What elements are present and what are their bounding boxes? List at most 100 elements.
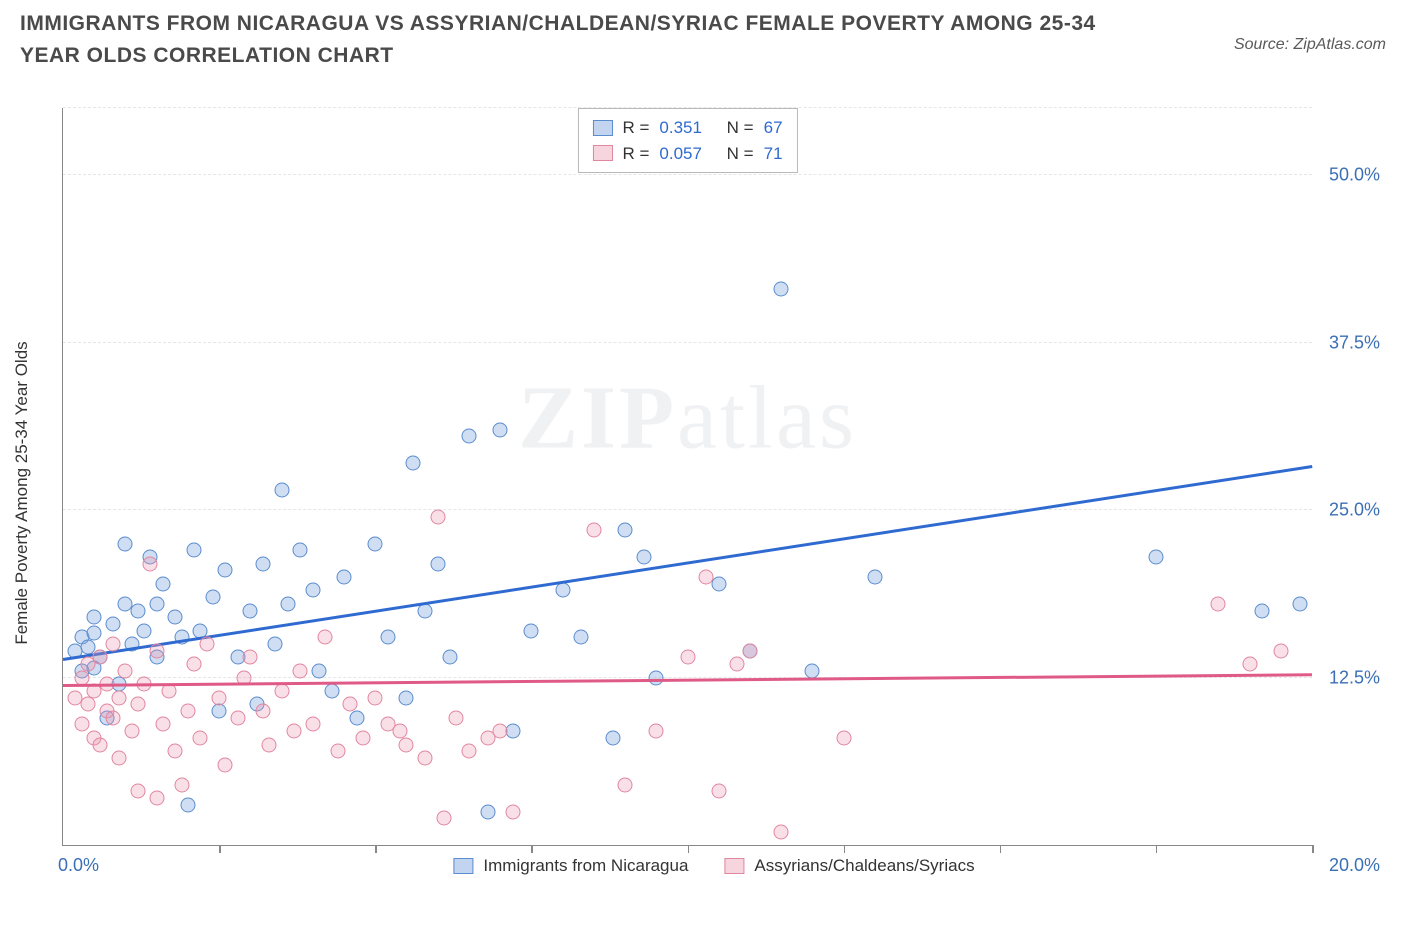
- data-point: [1292, 596, 1307, 611]
- data-point: [105, 616, 120, 631]
- data-point: [368, 690, 383, 705]
- data-point: [187, 543, 202, 558]
- stats-legend: R = 0.351 N = 67 R = 0.057 N = 71: [577, 108, 797, 173]
- data-point: [305, 583, 320, 598]
- data-point: [180, 797, 195, 812]
- x-tick: [219, 845, 221, 853]
- data-point: [330, 744, 345, 759]
- data-point: [280, 596, 295, 611]
- data-point: [1273, 643, 1288, 658]
- data-point: [368, 536, 383, 551]
- legend-item: Assyrians/Chaldeans/Syriacs: [724, 856, 974, 876]
- chart-container: Female Poverty Among 25-34 Year Olds ZIP…: [44, 108, 1384, 878]
- data-point: [680, 650, 695, 665]
- data-point: [636, 549, 651, 564]
- r-label: R =: [622, 115, 649, 141]
- data-point: [524, 623, 539, 638]
- chart-title: IMMIGRANTS FROM NICARAGUA VS ASSYRIAN/CH…: [20, 8, 1120, 71]
- data-point: [443, 650, 458, 665]
- r-value: 0.351: [659, 115, 702, 141]
- data-point: [218, 563, 233, 578]
- data-point: [105, 637, 120, 652]
- swatch-icon: [453, 858, 473, 874]
- data-point: [380, 630, 395, 645]
- data-point: [461, 744, 476, 759]
- data-point: [618, 523, 633, 538]
- data-point: [168, 610, 183, 625]
- series-legend: Immigrants from Nicaragua Assyrians/Chal…: [453, 856, 974, 876]
- data-point: [493, 422, 508, 437]
- data-point: [461, 429, 476, 444]
- data-point: [649, 724, 664, 739]
- data-point: [805, 663, 820, 678]
- data-point: [449, 710, 464, 725]
- n-value: 71: [764, 141, 783, 167]
- swatch-icon: [592, 145, 612, 161]
- watermark: ZIPatlas: [518, 366, 857, 469]
- x-tick: [1156, 845, 1158, 853]
- data-point: [193, 730, 208, 745]
- data-point: [293, 543, 308, 558]
- data-point: [605, 730, 620, 745]
- data-point: [199, 637, 214, 652]
- y-axis-label: Female Poverty Among 25-34 Year Olds: [12, 341, 32, 644]
- data-point: [143, 556, 158, 571]
- data-point: [74, 670, 89, 685]
- data-point: [586, 523, 601, 538]
- data-point: [87, 626, 102, 641]
- legend-row: R = 0.057 N = 71: [592, 141, 782, 167]
- data-point: [87, 610, 102, 625]
- data-point: [130, 603, 145, 618]
- data-point: [574, 630, 589, 645]
- data-point: [774, 281, 789, 296]
- data-point: [836, 730, 851, 745]
- r-value: 0.057: [659, 141, 702, 167]
- data-point: [293, 663, 308, 678]
- data-point: [730, 657, 745, 672]
- data-point: [430, 556, 445, 571]
- data-point: [305, 717, 320, 732]
- header: IMMIGRANTS FROM NICARAGUA VS ASSYRIAN/CH…: [0, 0, 1406, 71]
- x-tick: [531, 845, 533, 853]
- swatch-icon: [724, 858, 744, 874]
- x-tick: [375, 845, 377, 853]
- data-point: [430, 509, 445, 524]
- data-point: [699, 570, 714, 585]
- data-point: [274, 683, 289, 698]
- data-point: [218, 757, 233, 772]
- data-point: [105, 710, 120, 725]
- x-tick: [844, 845, 846, 853]
- data-point: [118, 663, 133, 678]
- y-tick-label: 12.5%: [1329, 667, 1380, 688]
- legend-label: Immigrants from Nicaragua: [483, 856, 688, 876]
- x-tick: [1312, 845, 1314, 853]
- x-tick: [688, 845, 690, 853]
- data-point: [405, 456, 420, 471]
- data-point: [343, 697, 358, 712]
- data-point: [1211, 596, 1226, 611]
- data-point: [230, 710, 245, 725]
- data-point: [742, 643, 757, 658]
- data-point: [162, 683, 177, 698]
- n-label: N =: [727, 141, 754, 167]
- data-point: [505, 804, 520, 819]
- data-point: [1148, 549, 1163, 564]
- legend-item: Immigrants from Nicaragua: [453, 856, 688, 876]
- r-label: R =: [622, 141, 649, 167]
- data-point: [130, 697, 145, 712]
- data-point: [149, 791, 164, 806]
- x-tick: [1000, 845, 1002, 853]
- data-point: [480, 804, 495, 819]
- data-point: [187, 657, 202, 672]
- y-tick-label: 25.0%: [1329, 500, 1380, 521]
- y-tick-label: 37.5%: [1329, 332, 1380, 353]
- data-point: [155, 576, 170, 591]
- data-point: [205, 590, 220, 605]
- data-point: [80, 697, 95, 712]
- data-point: [243, 650, 258, 665]
- plot-area: ZIPatlas R = 0.351 N = 67 R = 0.057 N = …: [62, 108, 1312, 846]
- data-point: [337, 570, 352, 585]
- data-point: [774, 824, 789, 839]
- data-point: [255, 704, 270, 719]
- data-point: [137, 623, 152, 638]
